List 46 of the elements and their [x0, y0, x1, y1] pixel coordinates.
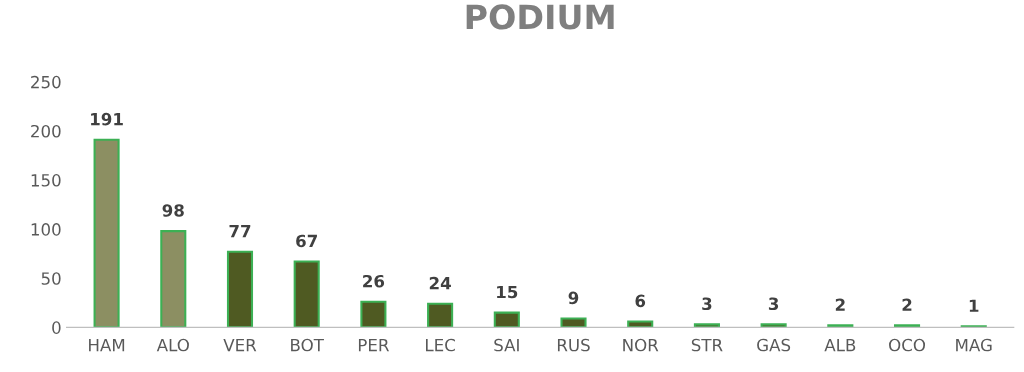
y-tick-label: 50	[41, 272, 61, 285]
bar	[427, 302, 454, 328]
x-tick-label: BOT	[291, 338, 324, 352]
x-tick-label: HAM	[89, 338, 125, 352]
bar	[760, 323, 787, 328]
bar	[293, 260, 320, 328]
data-label: 67	[296, 234, 317, 248]
bar	[560, 317, 587, 328]
data-label: 2	[835, 298, 845, 311]
data-label: 191	[91, 112, 123, 126]
data-label: 15	[497, 285, 518, 299]
bar	[693, 323, 720, 328]
data-label: 6	[635, 294, 646, 308]
data-label: 24	[429, 276, 451, 290]
x-tick-label: GAS	[757, 338, 791, 352]
x-tick-label: VER	[223, 338, 257, 352]
x-tick-label: ALB	[824, 338, 856, 352]
x-tick-label: OCO	[889, 338, 926, 352]
data-label: 77	[229, 225, 251, 238]
bar	[627, 320, 654, 328]
y-tick-label: 100	[31, 223, 61, 236]
x-tick-label: LEC	[426, 338, 455, 352]
y-tick-label: 200	[31, 124, 61, 138]
data-label: 26	[363, 274, 385, 288]
x-tick-label: SAI	[494, 338, 519, 352]
bar	[93, 138, 120, 328]
y-tick-label: 150	[31, 174, 61, 187]
x-tick-label: NOR	[623, 338, 659, 352]
data-label: 3	[702, 297, 712, 311]
x-tick-label: MAG	[956, 338, 992, 352]
x-tick-label: PER	[358, 338, 389, 352]
bar	[160, 230, 187, 328]
bar	[493, 311, 520, 328]
y-tick-label: 250	[31, 75, 61, 89]
bar	[360, 300, 387, 328]
y-tick-label: 0	[52, 321, 61, 334]
x-tick-label: STR	[691, 338, 723, 352]
data-label: 3	[768, 297, 779, 311]
x-tick-label: ALO	[156, 338, 189, 352]
data-label: 98	[162, 204, 184, 217]
x-tick-label: RUS	[557, 338, 590, 352]
data-label: 2	[902, 298, 912, 311]
bar	[226, 250, 254, 328]
chart-title: PODIUM	[466, 4, 614, 30]
data-label: 9	[568, 291, 579, 305]
data-label: 1	[969, 299, 979, 312]
